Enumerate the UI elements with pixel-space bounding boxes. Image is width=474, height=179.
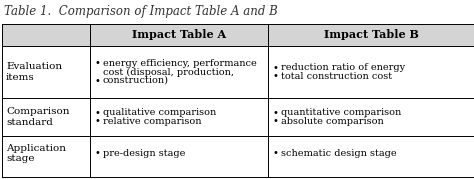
Text: cost (disposal, production,: cost (disposal, production, (103, 67, 234, 77)
Text: •: • (273, 71, 279, 81)
Text: schematic design stage: schematic design stage (281, 149, 397, 158)
Text: •: • (273, 63, 279, 73)
Text: Impact Table B: Impact Table B (324, 30, 419, 40)
Text: qualitative comparison: qualitative comparison (103, 108, 216, 117)
Text: absolute comparison: absolute comparison (281, 117, 384, 126)
Text: Evaluation
items: Evaluation items (6, 62, 62, 82)
Text: Comparison
standard: Comparison standard (6, 107, 70, 127)
Text: •: • (273, 149, 279, 158)
Bar (2, 24, 474, 46)
Text: reduction ratio of energy: reduction ratio of energy (281, 63, 405, 72)
Text: Application
stage: Application stage (6, 144, 66, 163)
Text: pre-design stage: pre-design stage (103, 149, 185, 158)
Text: •: • (95, 59, 101, 69)
Text: •: • (273, 108, 279, 118)
Text: •: • (273, 116, 279, 126)
Text: total construction cost: total construction cost (281, 72, 392, 81)
Text: relative comparison: relative comparison (103, 117, 201, 126)
Text: Impact Table A: Impact Table A (132, 30, 226, 40)
Text: •: • (95, 76, 101, 86)
Text: •: • (95, 108, 101, 118)
Text: quantitative comparison: quantitative comparison (281, 108, 401, 117)
Text: Table 1.  Comparison of Impact Table A and B: Table 1. Comparison of Impact Table A an… (4, 5, 278, 18)
Text: energy efficiency, performance: energy efficiency, performance (103, 59, 257, 68)
Text: •: • (95, 149, 101, 158)
Text: •: • (95, 116, 101, 126)
Text: construction): construction) (103, 76, 169, 85)
